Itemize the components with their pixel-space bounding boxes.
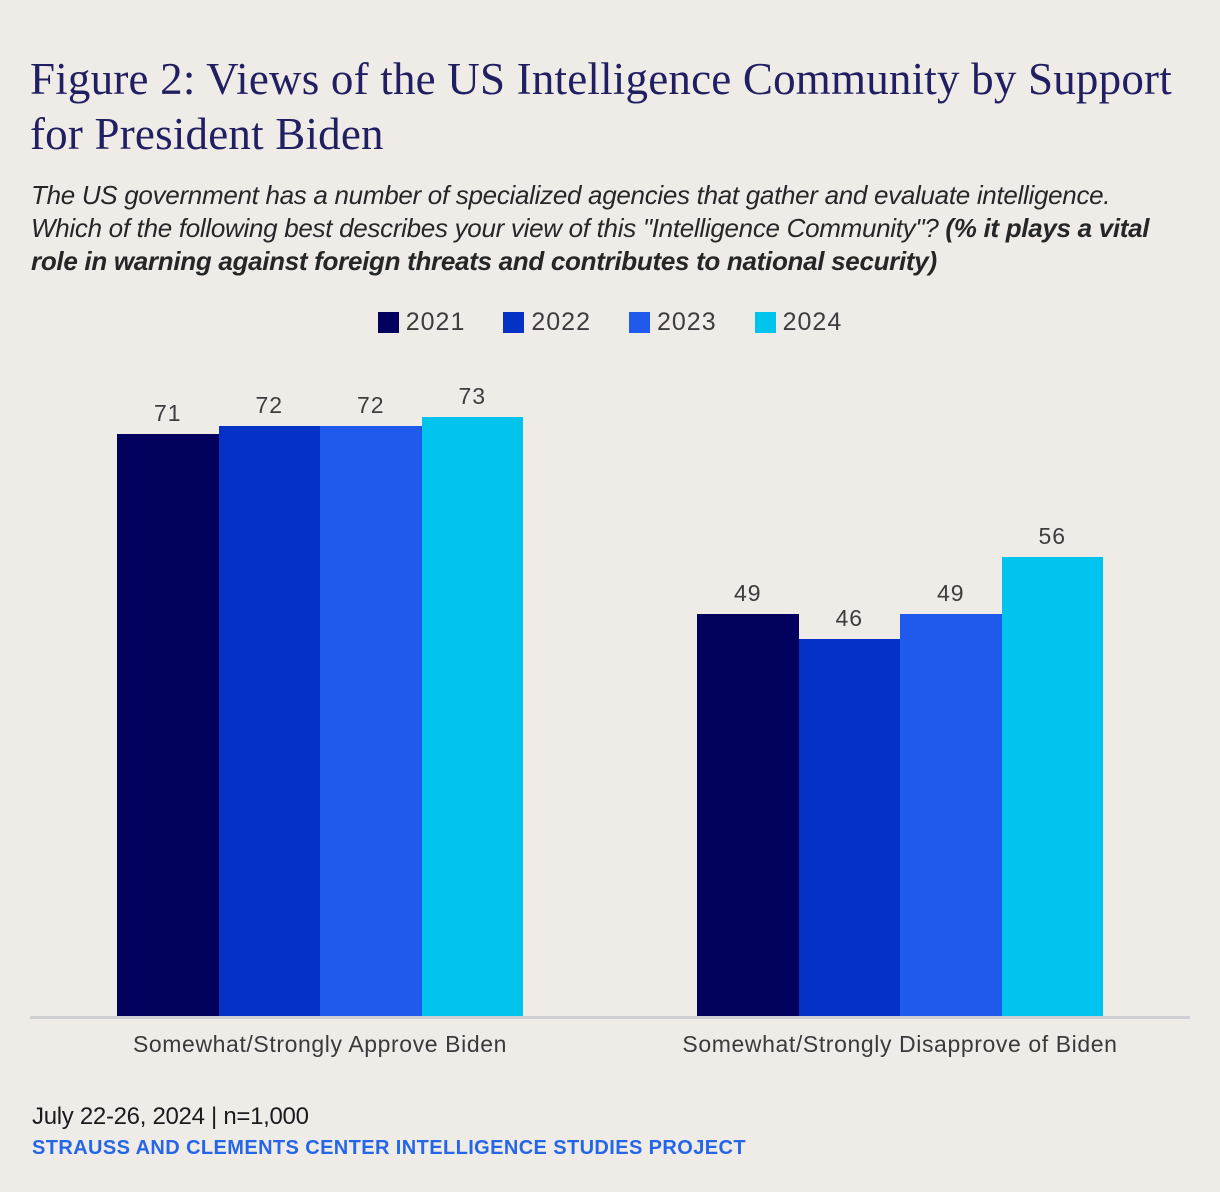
figure-title: Figure 2: Views of the US Intelligence C… [30,54,1172,160]
bar-column: 49 [900,580,1002,1016]
bar-2024 [421,417,523,1016]
legend-swatch-icon [629,312,650,333]
legend-label: 2023 [657,308,717,336]
bar-group: 71 72 72 73 [117,383,523,1016]
bar-column: 72 [218,392,320,1016]
legend-label: 2024 [782,308,843,336]
bar-2021 [117,434,219,1016]
bar-column: 72 [320,392,422,1016]
bar-column: 56 [1001,523,1103,1016]
footer-source: STRAUSS AND CLEMENTS CENTER INTELLIGENCE… [32,1137,746,1159]
bar-2022 [798,639,900,1016]
bar-value-label: 49 [936,580,965,606]
legend-item-2024: 2024 [754,308,843,337]
x-axis-line [30,1016,1190,1019]
footer-dateline: July 22-26, 2024 | n=1,000 [32,1103,309,1130]
category-label: Somewhat/Strongly Approve Biden [132,1031,508,1057]
bar-2024 [1001,557,1103,1016]
bar-value-label: 72 [255,392,284,418]
legend-item-2023: 2023 [629,308,717,337]
bar-value-label: 71 [153,400,182,426]
legend-item-2021: 2021 [377,308,466,337]
bar-group: 49 46 49 56 [697,523,1103,1016]
category-label: Somewhat/Strongly Disapprove of Biden [682,1031,1118,1057]
bar-value-label: 46 [835,605,864,631]
bar-column: 49 [697,580,799,1016]
subtitle-metric-note: (% it plays a vital role in warning agai… [31,212,1150,276]
bar-value-label: 49 [733,580,762,606]
legend-item-2022: 2022 [503,308,591,337]
bar-2023 [900,614,1002,1016]
bar-2021 [697,614,799,1016]
legend-label: 2022 [531,308,591,336]
bar-2023 [320,426,422,1016]
legend-swatch-icon [754,312,776,333]
bar-value-label: 73 [458,383,487,409]
bar-column: 73 [421,383,523,1016]
legend: 2021 2022 2023 2024 [0,308,1220,337]
subtitle-question: The US government has a number of specia… [31,180,1111,243]
figure-subtitle: The US government has a number of specia… [31,179,1176,277]
legend-label: 2021 [405,308,466,336]
legend-swatch-icon [503,312,525,333]
legend-swatch-icon [377,312,399,333]
bar-value-label: 56 [1038,523,1067,549]
bar-2022 [218,426,320,1016]
bar-column: 71 [117,400,219,1016]
bar-value-label: 72 [356,392,385,418]
bar-column: 46 [798,605,900,1016]
